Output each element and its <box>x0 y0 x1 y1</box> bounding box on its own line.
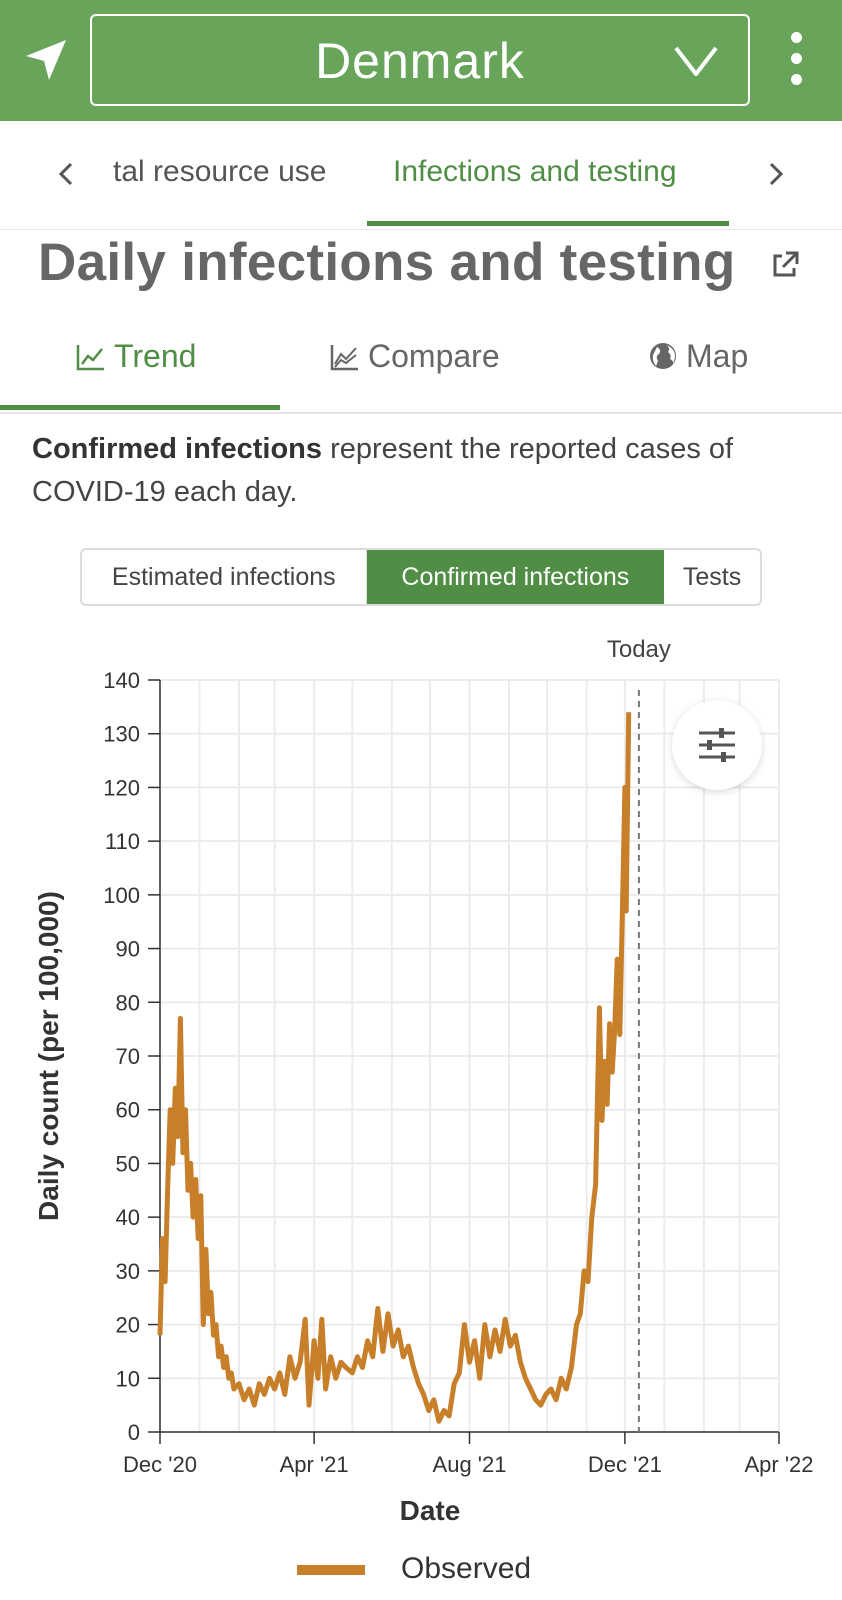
metric-segmented-control: Estimated infections Confirmed infection… <box>80 548 762 606</box>
chevron-left-icon[interactable] <box>52 159 82 189</box>
section-tab-strip: tal resource use Infections and testing <box>0 121 842 230</box>
area-chart-icon <box>330 345 358 371</box>
tab-hospital-resource-use[interactable]: tal resource use <box>113 155 327 188</box>
sliders-icon <box>699 728 735 762</box>
y-tick-label: 100 <box>103 883 140 908</box>
y-tick-label: 30 <box>116 1259 140 1284</box>
description-text: represent the reported cases of COVID-19… <box>32 433 734 508</box>
tab-map[interactable]: Map <box>648 338 748 378</box>
legend-label-observed: Observed <box>401 1552 531 1585</box>
description-bold: Confirmed infections <box>32 433 323 465</box>
x-tick-label: Aug '21 <box>433 1452 507 1477</box>
y-tick-label: 20 <box>116 1313 140 1338</box>
tab-map-label: Map <box>686 338 749 374</box>
y-tick-label: 90 <box>116 937 140 962</box>
y-tick-label: 50 <box>116 1151 140 1176</box>
y-tick-label: 130 <box>103 722 140 747</box>
y-tick-label: 80 <box>116 990 140 1015</box>
chart-settings-button[interactable] <box>672 700 762 790</box>
segment-confirmed-infections[interactable]: Confirmed infections <box>366 550 665 604</box>
top-app-bar: Denmark <box>0 0 842 121</box>
tab-trend[interactable]: Trend <box>76 338 196 378</box>
x-axis-title: Date <box>400 1495 461 1526</box>
y-tick-label: 0 <box>128 1420 140 1445</box>
country-name: Denmark <box>315 33 525 89</box>
active-view-indicator <box>0 405 280 410</box>
infections-chart: 0 10 20 30 40 50 60 70 80 90 100 110 120 130 140 Dec '2… <box>33 636 814 1585</box>
y-tick-label: 60 <box>116 1098 140 1123</box>
location-arrow-icon[interactable] <box>22 36 70 84</box>
y-tick-label: 110 <box>105 829 140 854</box>
x-tick-label: Apr '21 <box>280 1452 349 1477</box>
chevron-right-icon[interactable] <box>760 159 790 189</box>
tab-trend-label: Trend <box>114 338 197 374</box>
external-link-icon[interactable] <box>770 250 800 280</box>
x-tick-label: Apr '22 <box>744 1452 813 1477</box>
y-tick-label: 10 <box>116 1366 140 1391</box>
x-tick-label: Dec '21 <box>588 1452 662 1477</box>
line-chart-icon <box>76 345 104 371</box>
segment-tests[interactable]: Tests <box>682 562 742 591</box>
active-tab-indicator <box>367 221 729 226</box>
y-tick-label: 40 <box>116 1205 140 1230</box>
today-label: Today <box>607 636 671 663</box>
chevron-down-icon <box>672 44 720 80</box>
x-tick-label: Dec '20 <box>123 1452 197 1477</box>
y-tick-label: 120 <box>103 775 140 800</box>
y-tick-label: 70 <box>116 1044 140 1069</box>
country-select[interactable]: Denmark <box>90 14 750 106</box>
segment-estimated-infections[interactable]: Estimated infections <box>82 550 367 604</box>
tab-compare[interactable]: Compare <box>330 338 500 378</box>
y-axis-title: Daily count (per 100,000) <box>33 891 64 1221</box>
globe-icon <box>650 343 676 369</box>
page-title: Daily infections and testing <box>38 233 736 292</box>
y-tick-label: 140 <box>103 668 140 693</box>
more-menu-icon[interactable] <box>786 32 806 92</box>
tab-compare-label: Compare <box>368 338 500 374</box>
description: Confirmed infections represent the repor… <box>32 428 812 514</box>
series-line-observed <box>157 712 632 1424</box>
tab-infections-and-testing[interactable]: Infections and testing <box>393 155 677 188</box>
view-tabs: Trend Compare Map <box>0 320 842 414</box>
